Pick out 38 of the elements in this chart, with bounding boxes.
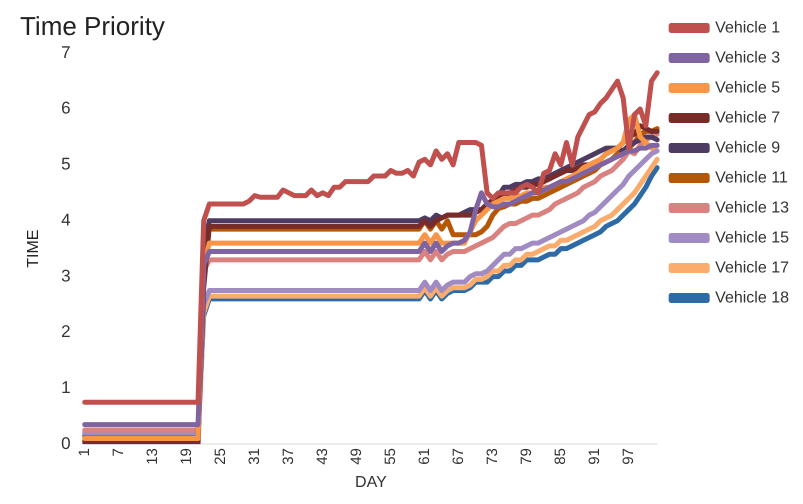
x-tick-label: 73	[484, 448, 501, 465]
y-tick-label: 3	[61, 266, 71, 286]
x-tick-label: 97	[620, 448, 637, 465]
legend-label: Vehicle 13	[715, 199, 790, 216]
x-tick-label: 91	[586, 448, 603, 465]
x-tick-label: 49	[348, 448, 365, 465]
x-tick-label: 55	[382, 448, 399, 465]
x-tick-label: 61	[416, 448, 433, 465]
x-tick-label: 1	[76, 448, 93, 456]
y-tick-label: 1	[61, 378, 71, 397]
y-tick-label: 7	[61, 42, 71, 62]
x-tick-label: 85	[552, 448, 569, 465]
x-tick-label: 43	[314, 448, 331, 465]
legend-label: Vehicle 7	[715, 109, 780, 126]
x-tick-label: 13	[144, 448, 161, 465]
y-tick-label: 0	[61, 434, 71, 453]
chart-title: Time Priority	[20, 10, 165, 41]
x-tick-label: 19	[178, 448, 195, 465]
legend-label: Vehicle 3	[715, 49, 780, 66]
x-tick-label: 25	[212, 448, 229, 465]
legend-label: Vehicle 18	[715, 289, 790, 306]
legend-label: Vehicle 5	[715, 79, 780, 96]
y-tick-label: 4	[61, 210, 71, 230]
x-tick-label: 37	[280, 448, 297, 465]
legend-label: Vehicle 17	[715, 259, 790, 276]
legend-label: Vehicle 1	[715, 19, 780, 36]
x-axis-title: DAY	[355, 474, 388, 491]
y-axis-title: TIME	[25, 230, 42, 268]
y-tick-label: 6	[61, 98, 71, 118]
legend-label: Vehicle 15	[715, 229, 790, 246]
y-tick-label: 5	[61, 154, 71, 174]
x-tick-label: 67	[450, 448, 467, 465]
legend-label: Vehicle 9	[715, 139, 780, 156]
x-tick-label: 31	[246, 448, 263, 465]
x-tick-label: 7	[110, 448, 127, 456]
x-tick-label: 79	[518, 448, 535, 465]
y-tick-label: 2	[61, 322, 71, 342]
legend-label: Vehicle 11	[715, 169, 788, 186]
